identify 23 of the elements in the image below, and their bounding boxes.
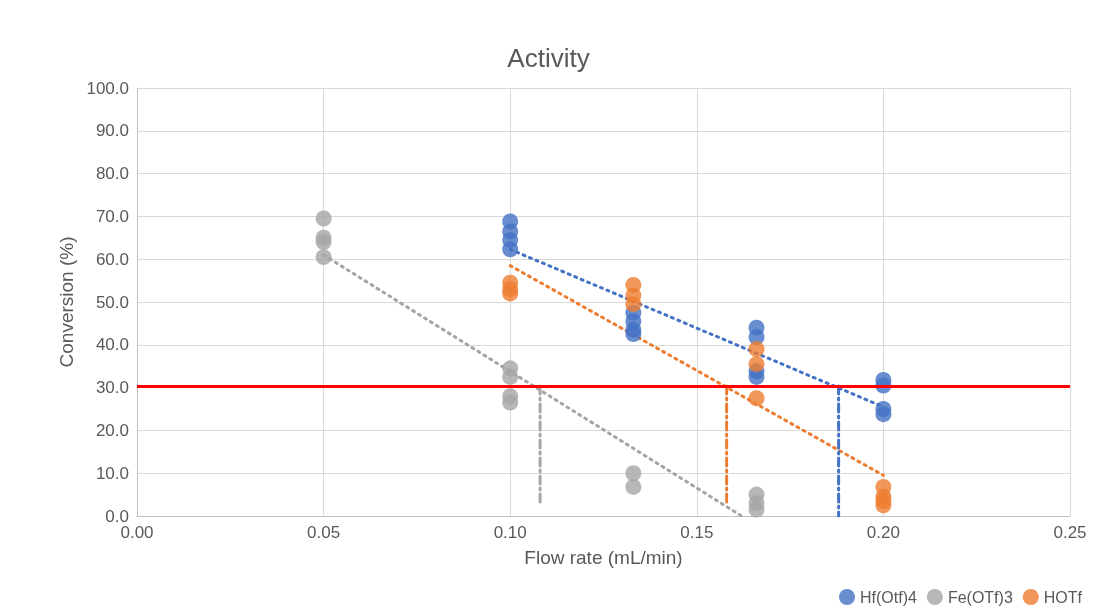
y-axis-title: Conversion (%) — [55, 236, 77, 368]
x-tick-label: 0.05 — [307, 523, 341, 542]
x-tick-label: 0.15 — [680, 523, 714, 542]
x-tick-label: 0.20 — [866, 523, 900, 542]
y-tick-label: 60.0 — [95, 249, 129, 269]
y-tick-label: 40.0 — [95, 335, 129, 355]
y-tick-label: 20.0 — [95, 420, 129, 440]
y-tick-label: 0.0 — [105, 506, 129, 526]
legend-label: HOTf — [1043, 588, 1083, 606]
y-tick-label: 70.0 — [95, 206, 129, 226]
x-axis-title: Flow rate (mL/min) — [524, 547, 683, 568]
chart-title: Activity — [507, 43, 590, 73]
y-tick-label: 30.0 — [95, 378, 129, 398]
legend-label: Hf(Otf)4 — [860, 588, 917, 606]
y-tick-label: 50.0 — [95, 292, 129, 312]
y-tick-label: 90.0 — [95, 121, 129, 141]
legend-label: Fe(OTf)3 — [947, 588, 1013, 606]
x-tick-label: 0.00 — [120, 523, 154, 542]
y-tick-label: 80.0 — [95, 164, 129, 184]
y-tick-label: 10.0 — [95, 463, 129, 483]
x-tick-label: 0.10 — [493, 523, 527, 542]
y-tick-label: 100.0 — [86, 78, 129, 98]
x-tick-label: 0.25 — [1053, 523, 1087, 542]
